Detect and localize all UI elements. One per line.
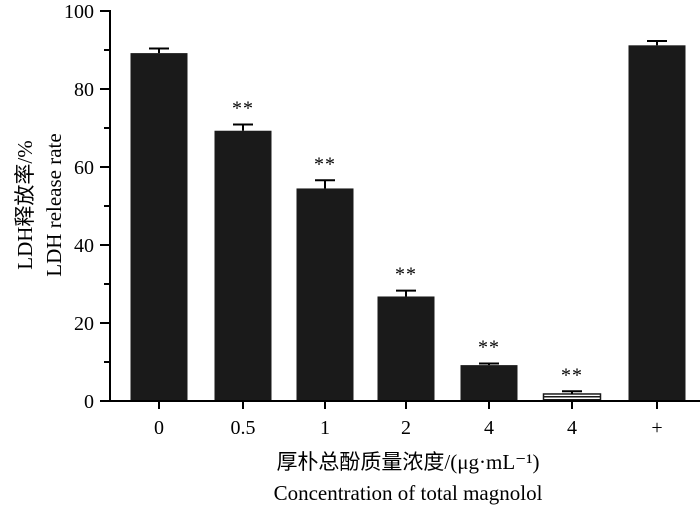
y-tick-label-0: 0: [84, 391, 94, 413]
x-axis-title: 厚朴总酚质量浓度/(μg·mL⁻¹) Concentration of tota…: [274, 450, 543, 505]
significance-label-3: **: [395, 264, 417, 286]
bar-3: [377, 296, 435, 401]
x-tick-label-4: 4: [484, 417, 494, 439]
y-ticks: 0 20 40 60 80 100: [64, 1, 110, 413]
error-bar-6: [647, 40, 667, 46]
x-axis-title-chinese: 厚朴总酚质量浓度/(μg·mL⁻¹): [276, 450, 539, 474]
bar-5: [542, 393, 602, 402]
error-bar-3: [396, 289, 416, 297]
significance-label-4: **: [478, 337, 500, 359]
bar-4: [460, 365, 518, 401]
x-tick-label-3: 2: [401, 417, 411, 439]
error-bar-5: [562, 390, 582, 394]
x-axis-title-english: Concentration of total magnolol: [274, 481, 543, 505]
x-tick-label-1: 0.5: [231, 417, 256, 439]
y-axis-title-chinese: LDH释放率/%: [13, 140, 37, 270]
error-bar-4: [479, 362, 499, 366]
y-tick-label-1: 20: [74, 313, 94, 335]
y-tick-label-2: 40: [74, 235, 94, 257]
error-bar-0: [149, 47, 169, 54]
y-tick-label-5: 100: [64, 1, 94, 23]
x-tick-label-0: 0: [154, 417, 164, 439]
significance-label-2: **: [314, 153, 336, 175]
x-tick-label-5: 4: [567, 417, 577, 439]
x-ticks: 0 0.5 1 2 4 4 +: [154, 401, 663, 439]
y-axis-title: LDH释放率/% LDH release rate: [13, 133, 66, 276]
bars: [130, 45, 686, 402]
error-bar-2: [315, 179, 335, 189]
y-tick-label-4: 80: [74, 79, 94, 101]
y-axis-title-english: LDH release rate: [42, 133, 66, 276]
bar-0: [130, 53, 188, 402]
error-bars: [149, 40, 667, 394]
bar-2: [296, 188, 354, 401]
x-tick-label-2: 1: [320, 417, 330, 439]
significance-label-5: **: [561, 364, 583, 386]
y-tick-label-3: 60: [74, 157, 94, 179]
significance-labels: ** ** ** ** **: [232, 97, 583, 386]
bar-1: [214, 130, 272, 402]
error-bar-1: [233, 123, 253, 131]
x-tick-label-6: +: [651, 417, 662, 439]
bar-6: [628, 45, 686, 401]
significance-label-1: **: [232, 97, 254, 119]
